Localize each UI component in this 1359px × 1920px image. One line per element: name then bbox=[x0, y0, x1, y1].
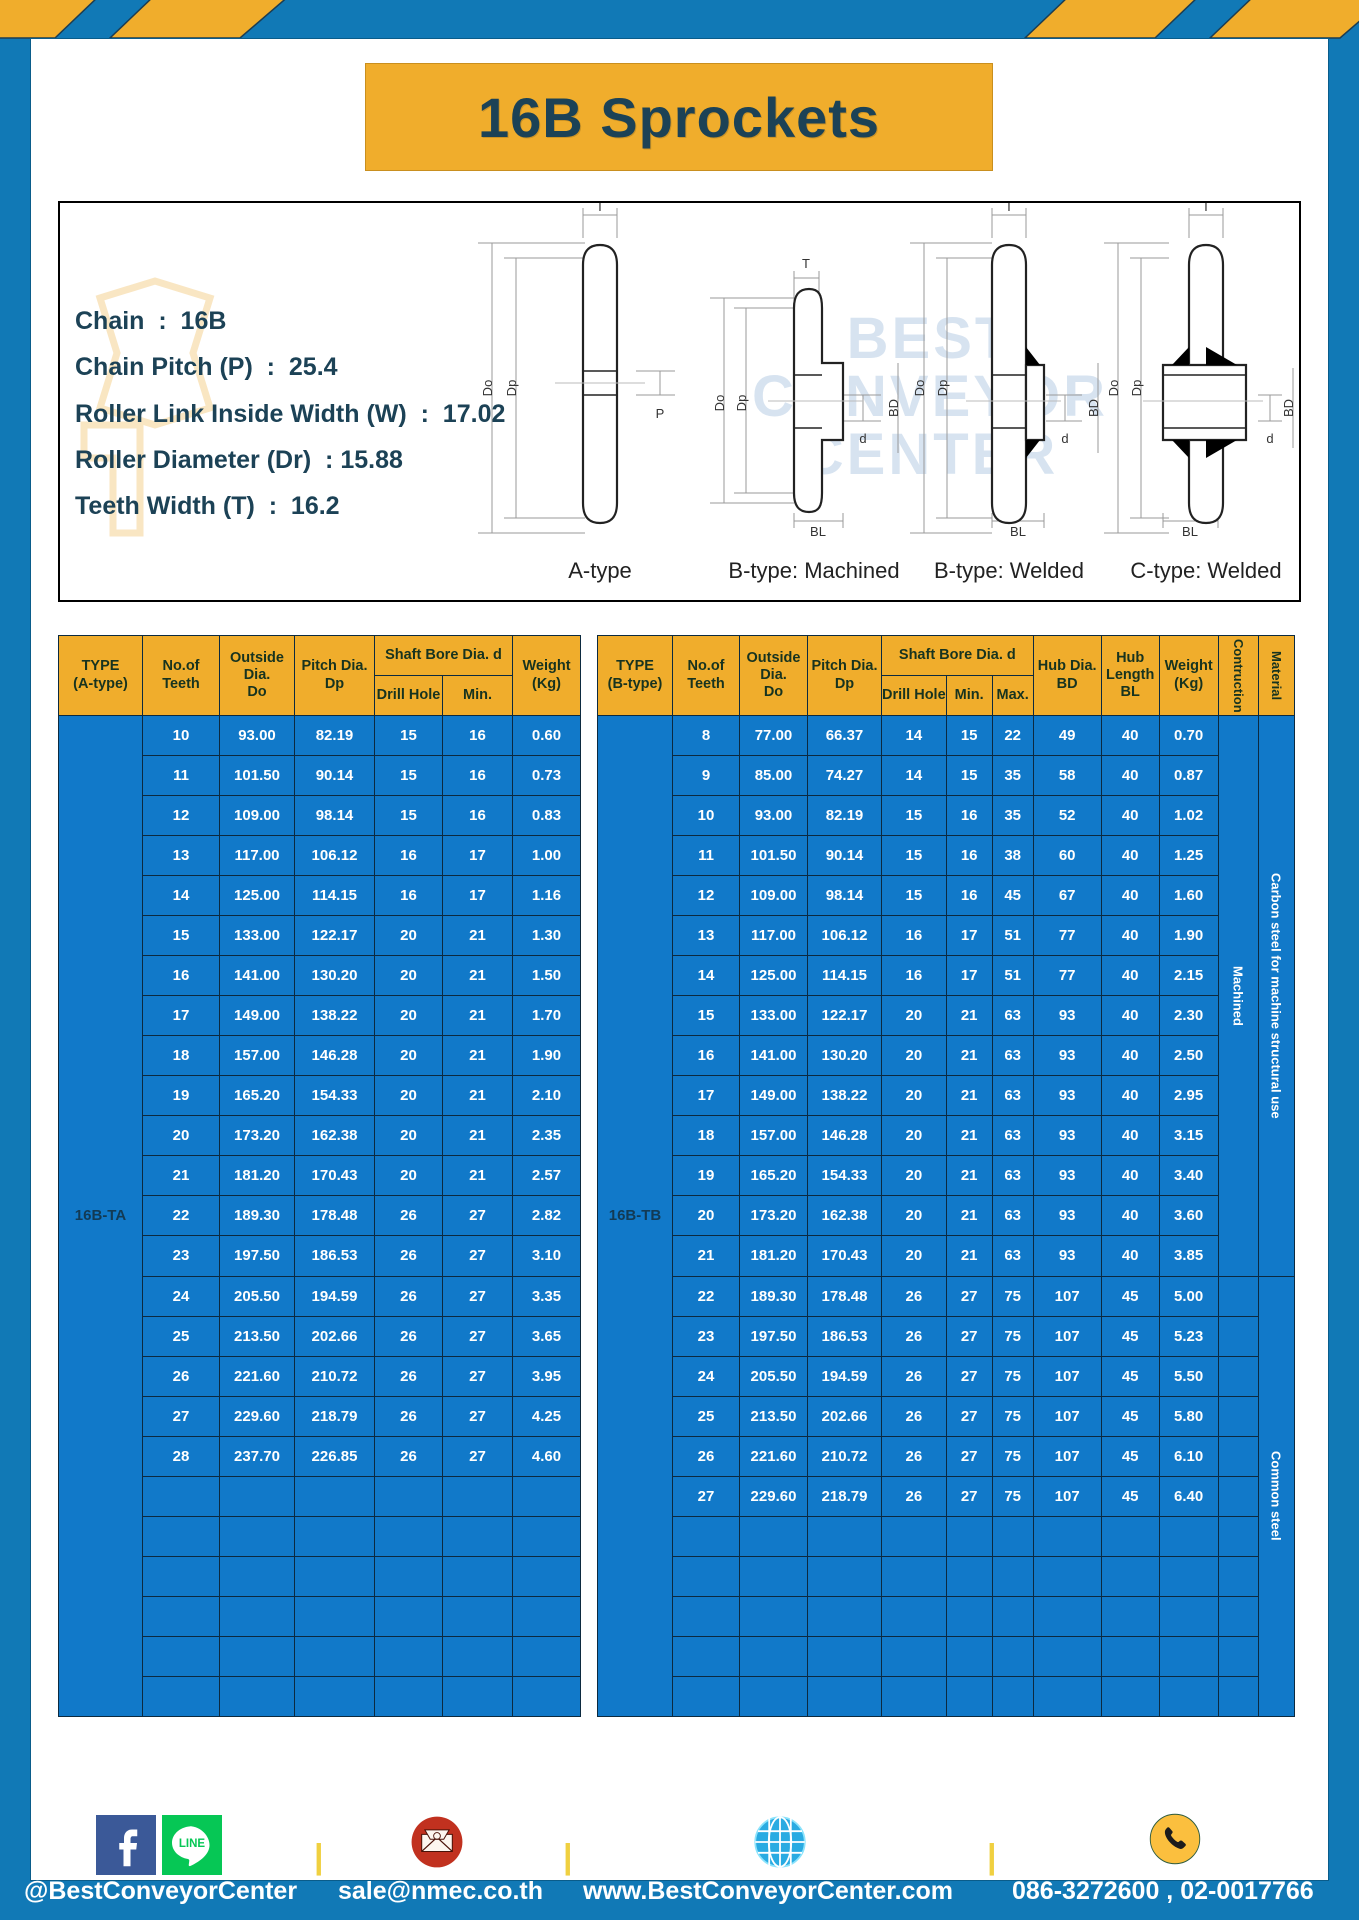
svg-text:LINE: LINE bbox=[179, 1838, 206, 1850]
